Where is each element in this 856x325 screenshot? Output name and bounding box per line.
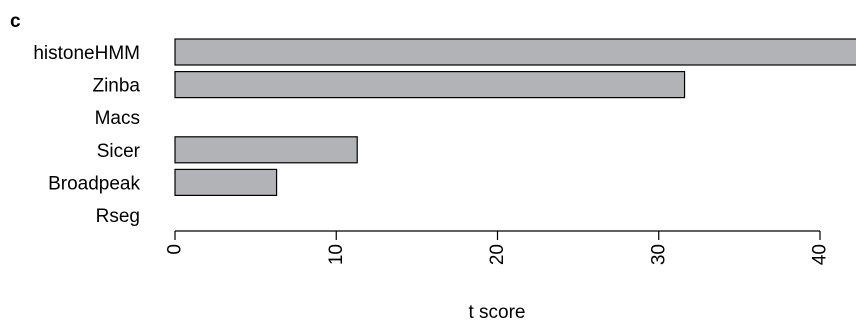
bar-group	[174, 38, 856, 196]
category-label: Rseg	[96, 206, 140, 227]
bar	[174, 136, 358, 164]
x-tick-label: 30	[648, 244, 669, 265]
x-axis: 0 10 20 30 40	[165, 230, 831, 265]
x-tick-label: 40	[810, 244, 831, 265]
category-label: histoneHMM	[33, 43, 140, 64]
bar	[174, 38, 856, 66]
bar	[174, 168, 278, 196]
category-labels: histoneHMM Zinba Macs Sicer Broadpeak Rseg	[33, 43, 140, 227]
x-tick-label: 0	[165, 244, 186, 255]
bar	[174, 70, 686, 99]
x-tick-label: 10	[326, 244, 347, 265]
category-label: Sicer	[97, 141, 141, 162]
category-label: Macs	[95, 108, 140, 129]
category-label: Broadpeak	[48, 173, 140, 194]
category-label: Zinba	[92, 76, 140, 97]
x-axis-title: t score	[468, 302, 525, 323]
panel-label: c	[10, 11, 21, 32]
x-tick-label: 20	[487, 244, 508, 265]
